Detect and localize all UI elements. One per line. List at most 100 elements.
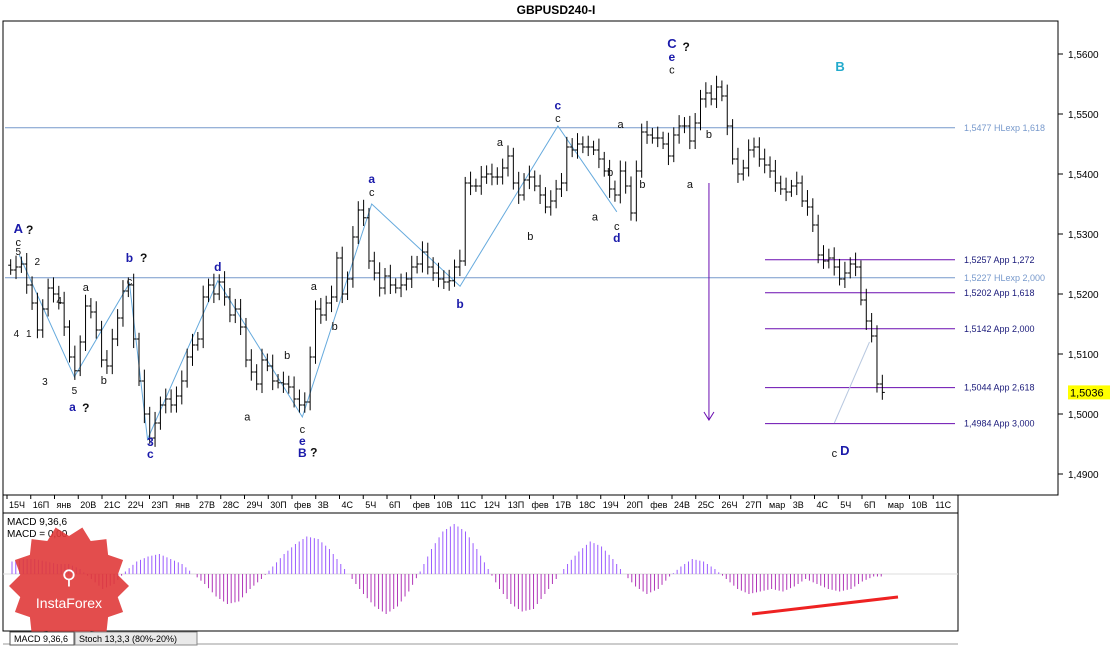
price-bar (569, 138, 575, 158)
tab-macd-label: MACD 9,36,6 (14, 634, 68, 644)
price-bar (719, 80, 725, 102)
price-bar (676, 115, 682, 144)
tab-stoch[interactable]: Stoch 13,3,3 (80%-20%) (74, 631, 198, 646)
price-bar (724, 84, 730, 136)
time-tick-label: 10В (912, 500, 928, 510)
price-tick-label: 1,5500 (1068, 110, 1099, 121)
price-bar (254, 364, 260, 391)
price-bar (804, 190, 810, 216)
price-bar (799, 175, 805, 207)
price-bar (660, 131, 666, 150)
wave-label: 3 (147, 435, 154, 449)
price-bar (34, 292, 40, 339)
price-bar (649, 127, 655, 144)
time-tick-label: 20П (627, 500, 643, 510)
wave-label: c (614, 221, 620, 233)
price-bar (184, 348, 190, 388)
time-tick-label: 18С (579, 500, 596, 510)
chart-title: GBPUSD240-I (517, 3, 596, 17)
time-tick-label: 17В (555, 500, 571, 510)
price-bar (419, 241, 425, 273)
time-tick-label: мар (769, 500, 785, 510)
wave-label: c (16, 237, 22, 249)
price-bar (195, 331, 201, 351)
time-tick-label: 30П (270, 500, 286, 510)
level-label: 1,5202 App 1,618 (964, 288, 1035, 298)
current-price-tag: 1,5036 (1068, 385, 1110, 400)
price-bar (72, 345, 78, 380)
wave-label: e (669, 50, 676, 64)
price-bar (88, 298, 94, 319)
price-bar (681, 117, 687, 134)
price-bar (714, 75, 720, 109)
price-bar (639, 123, 645, 178)
price-bar (387, 264, 393, 294)
time-tick-label: фев (532, 500, 549, 510)
wave-label: 3 (42, 377, 48, 388)
time-tick-label: 29Ч (247, 500, 263, 510)
time-tick-label: 27П (745, 500, 761, 510)
time-tick-label: 4С (342, 500, 354, 510)
time-tick-label: 27В (199, 500, 215, 510)
price-bar (730, 119, 736, 165)
price-bar (329, 285, 335, 313)
price-bar (56, 285, 62, 310)
price-bar (489, 163, 495, 186)
price-bar (853, 252, 859, 277)
time-tick-label: мар (888, 500, 904, 510)
price-bar (740, 159, 746, 181)
wave-label: ? (682, 40, 689, 54)
wave-label: c (127, 276, 133, 288)
price-tick-label: 1,5200 (1068, 290, 1099, 301)
price-bar (553, 179, 559, 209)
level-label: 1,5477 HLexp 1,618 (964, 123, 1045, 133)
price-bar (157, 396, 163, 430)
time-tick-label: янв (57, 500, 72, 510)
level-label: 1,5257 App 1,272 (964, 255, 1035, 265)
price-bar (270, 354, 276, 391)
time-tick-label: 15Ч (9, 500, 25, 510)
price-bar (510, 147, 516, 190)
fibo-levels: 1,5477 HLexp 1,618 1,5257 App 1,272 1,5227… (5, 123, 1045, 429)
wave-label: B (835, 59, 844, 74)
price-bar (430, 257, 436, 281)
wave-label: b (332, 321, 338, 333)
wave-label: D (840, 443, 849, 458)
price-bar (13, 255, 19, 280)
time-tick-label: 3В (318, 500, 329, 510)
wave-label: b (706, 129, 712, 141)
wave-label: a (618, 119, 625, 131)
macd-title: MACD 9,36,6 (7, 517, 67, 528)
time-tick-label: 11С (460, 500, 476, 510)
price-bar (173, 386, 179, 413)
price-bar (131, 273, 137, 349)
price-bar (216, 274, 222, 301)
level-label: 1,5142 App 2,000 (964, 324, 1035, 334)
logo-text: InstaForex (36, 595, 102, 611)
wave-label: e (299, 434, 306, 448)
time-tick-label: 12Ч (484, 500, 500, 510)
price-bar (831, 247, 837, 276)
time-tick-label: 3В (793, 500, 804, 510)
wave-label: d (214, 260, 221, 274)
price-bar (318, 297, 324, 324)
wave-label: ? (140, 251, 147, 265)
tab-macd[interactable]: MACD 9,36,6 (9, 631, 75, 646)
price-bar (83, 294, 89, 351)
wave-label: 5 (72, 386, 78, 397)
price-bar (874, 325, 880, 393)
price-bar (548, 190, 554, 216)
price-bar (628, 176, 634, 221)
price-axis: 1,4900 1,5000 1,5100 1,5200 1,5300 1,5400 1,55… (1058, 50, 1099, 481)
price-bar (521, 173, 527, 201)
wave-label: c (555, 113, 561, 125)
time-tick-label: 26Ч (722, 500, 738, 510)
price-bar (61, 291, 67, 336)
wave-label: c (555, 99, 562, 113)
price-bar (312, 300, 318, 364)
time-tick-label: 13П (508, 500, 524, 510)
price-tick-label: 1,5000 (1068, 410, 1099, 421)
price-bar (377, 262, 383, 297)
time-tick-label: фев (294, 500, 311, 510)
time-tick-label: 24В (674, 500, 690, 510)
